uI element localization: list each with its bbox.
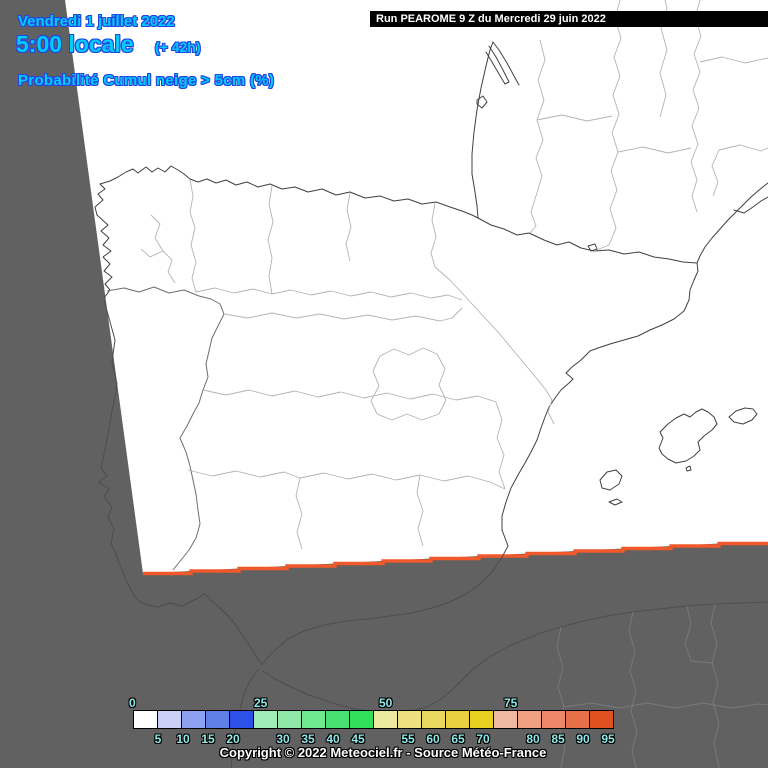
scale-label-40: 40 — [326, 732, 340, 746]
colorbar — [133, 710, 614, 729]
forecast-hour-offset: (+ 42h) — [155, 39, 201, 55]
scale-label-50: 50 — [379, 696, 393, 710]
colorbar-cell-80 — [517, 710, 542, 729]
forecast-time: 5:00 locale — [16, 31, 134, 57]
copyright-text: Copyright © 2022 Meteociel.fr - Source M… — [219, 745, 547, 760]
scale-label-55: 55 — [401, 732, 415, 746]
country-borders — [106, 217, 698, 571]
outside-domain-geography — [98, 299, 768, 768]
scale-label-60: 60 — [426, 732, 440, 746]
scale-label-90: 90 — [576, 732, 590, 746]
colorbar-cell-0 — [133, 710, 158, 729]
forecast-date: Vendredi 1 juillet 2022 — [18, 13, 175, 30]
product-title: Probabilité Cumul neige > 5cm (%) — [18, 72, 275, 89]
colorbar-cell-90 — [565, 710, 590, 729]
colorbar-cell-85 — [541, 710, 566, 729]
colorbar-cell-95 — [589, 710, 614, 729]
colorbar-cell-60 — [421, 710, 446, 729]
coastlines — [94, 41, 768, 547]
colorbar-cell-10 — [181, 710, 206, 729]
colorbar-cell-45 — [349, 710, 374, 729]
colorbar-cell-75 — [493, 710, 518, 729]
scale-label-75: 75 — [504, 696, 518, 710]
scale-label-45: 45 — [351, 732, 365, 746]
colorbar-cell-15 — [205, 710, 230, 729]
scale-label-5: 5 — [154, 732, 162, 746]
scale-label-15: 15 — [201, 732, 215, 746]
colorbar-cell-25 — [253, 710, 278, 729]
colorbar-cell-65 — [445, 710, 470, 729]
scale-label-65: 65 — [451, 732, 465, 746]
model-domain — [65, 0, 768, 574]
colorbar-cell-35 — [301, 710, 326, 729]
scale-label-80: 80 — [526, 732, 540, 746]
scale-label-35: 35 — [301, 732, 315, 746]
colorbar-cell-5 — [157, 710, 182, 729]
run-banner: Run PEAROME 9 Z du Mercredi 29 juin 2022 — [370, 11, 768, 27]
colorbar-cell-55 — [397, 710, 422, 729]
run-banner-text: Run PEAROME 9 Z du Mercredi 29 juin 2022 — [376, 13, 606, 25]
scale-label-70: 70 — [476, 732, 490, 746]
colorbar-cell-30 — [277, 710, 302, 729]
colorbar-cell-50 — [373, 710, 398, 729]
colorbar-cell-70 — [469, 710, 494, 729]
colorbar-cell-40 — [325, 710, 350, 729]
scale-label-0: 0 — [129, 696, 136, 710]
scale-label-30: 30 — [276, 732, 290, 746]
scale-label-95: 95 — [601, 732, 615, 746]
scale-label-10: 10 — [176, 732, 190, 746]
scale-label-85: 85 — [551, 732, 565, 746]
colorbar-cell-20 — [229, 710, 254, 729]
domain-edge-line — [143, 541, 768, 576]
scale-label-25: 25 — [254, 696, 268, 710]
scale-label-20: 20 — [226, 732, 240, 746]
admin-borders — [140, 0, 768, 550]
